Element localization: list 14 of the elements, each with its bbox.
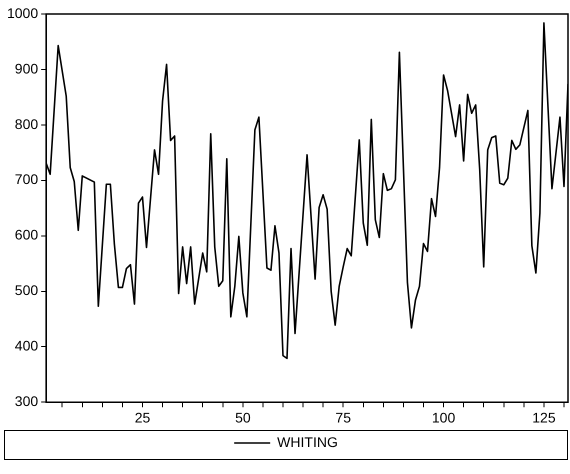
x-tick-label: 25 xyxy=(134,409,150,426)
x-tick-label: 125 xyxy=(532,409,556,426)
y-tick-label: 800 xyxy=(14,116,38,132)
y-tick-label: 900 xyxy=(14,60,38,76)
y-tick-label: 400 xyxy=(14,338,38,354)
y-tick-label: 1000 xyxy=(6,4,38,21)
x-tick-label: 75 xyxy=(335,409,352,426)
y-tick-label: 300 xyxy=(14,393,38,410)
y-tick-label: 500 xyxy=(14,282,38,298)
x-tick-label: 100 xyxy=(432,409,456,426)
legend-label: WHITING xyxy=(277,434,338,450)
x-tick-label: 50 xyxy=(235,409,251,426)
y-tick-label: 700 xyxy=(14,171,38,188)
y-tick-label: 600 xyxy=(14,226,38,243)
